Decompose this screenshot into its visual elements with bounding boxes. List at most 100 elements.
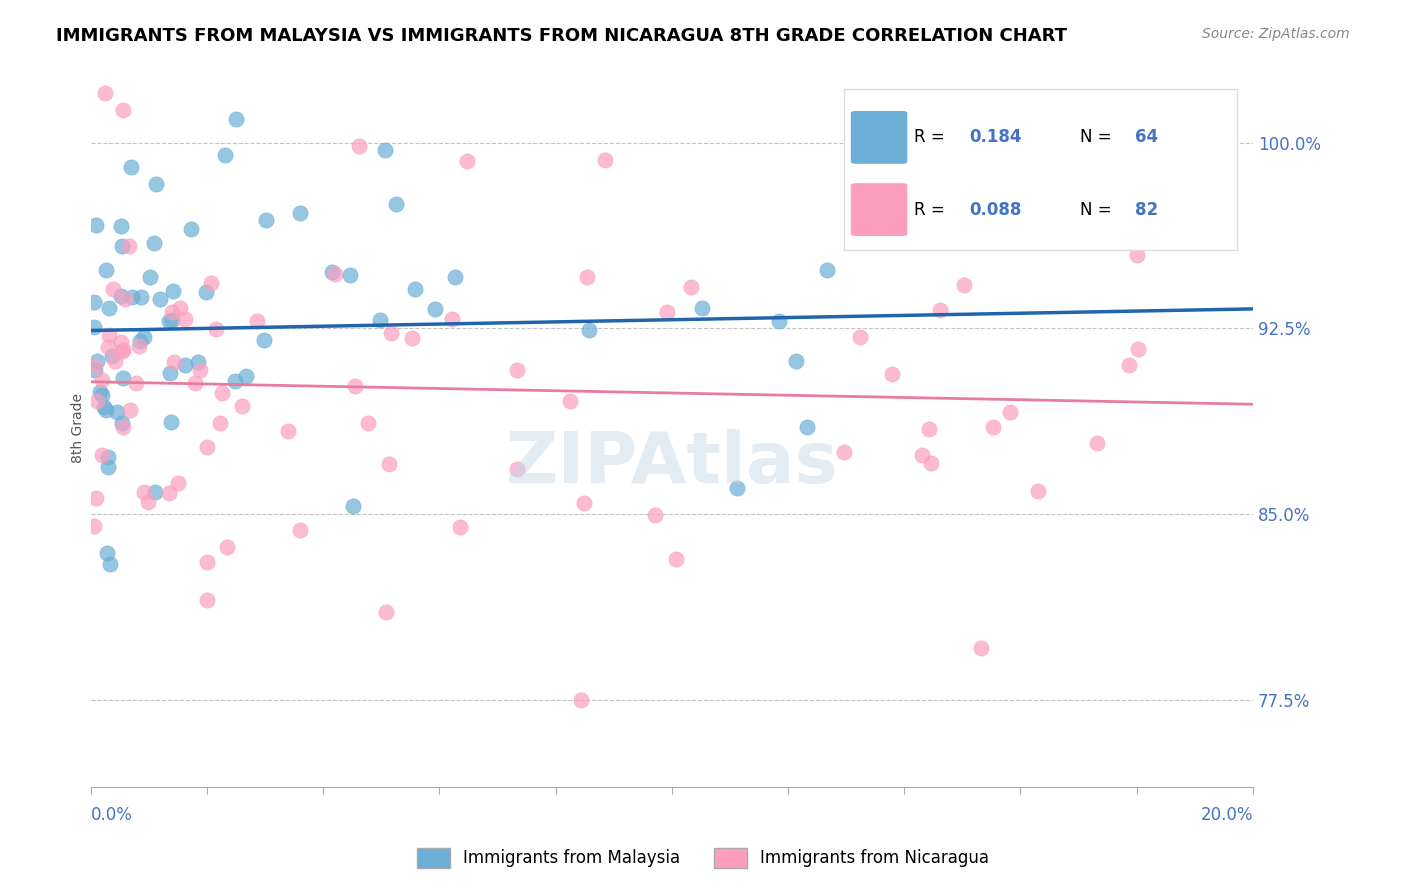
Point <box>180 222 202 236</box>
Point <box>98 557 121 571</box>
Point <box>378 457 401 471</box>
Point <box>160 415 183 429</box>
Point <box>290 524 312 538</box>
Point <box>120 160 142 174</box>
Point <box>235 368 257 383</box>
Point <box>91 387 114 401</box>
Point <box>111 103 134 117</box>
Point <box>725 481 748 495</box>
Point <box>128 339 150 353</box>
Point <box>217 540 239 554</box>
Point <box>506 461 529 475</box>
Point <box>183 376 205 391</box>
Point <box>785 354 807 368</box>
Point <box>347 139 370 153</box>
Point <box>882 368 904 382</box>
Point <box>97 301 120 315</box>
Point <box>924 181 946 195</box>
Point <box>209 416 232 430</box>
Point <box>118 403 141 417</box>
Y-axis label: 8th Grade: 8th Grade <box>72 392 86 463</box>
Point <box>129 334 152 349</box>
Point <box>174 311 197 326</box>
FancyBboxPatch shape <box>852 112 907 163</box>
Point <box>97 340 120 354</box>
Point <box>423 302 446 317</box>
Point <box>370 312 392 326</box>
Point <box>385 196 408 211</box>
Point <box>401 331 423 345</box>
Point <box>197 441 219 455</box>
Point <box>288 206 311 220</box>
Point <box>214 148 236 162</box>
Point <box>157 485 180 500</box>
Point <box>374 143 396 157</box>
Point <box>211 385 233 400</box>
FancyBboxPatch shape <box>852 184 907 235</box>
Point <box>920 456 942 470</box>
Point <box>149 293 172 307</box>
Point <box>163 355 186 369</box>
Point <box>380 326 402 340</box>
Text: R =: R = <box>914 201 950 219</box>
Point <box>1085 436 1108 450</box>
Text: R =: R = <box>914 128 950 146</box>
Point <box>578 323 600 337</box>
Point <box>100 349 122 363</box>
Point <box>139 269 162 284</box>
Point <box>572 496 595 510</box>
Point <box>111 239 134 253</box>
Point <box>94 87 117 101</box>
Point <box>98 328 121 343</box>
Point <box>169 301 191 316</box>
Point <box>569 693 592 707</box>
Text: ZIPAtlas: ZIPAtlas <box>506 429 838 498</box>
Text: IMMIGRANTS FROM MALAYSIA VS IMMIGRANTS FROM NICARAGUA 8TH GRADE CORRELATION CHAR: IMMIGRANTS FROM MALAYSIA VS IMMIGRANTS F… <box>56 27 1067 45</box>
Point <box>342 500 364 514</box>
Point <box>911 448 934 462</box>
Point <box>94 263 117 277</box>
Point <box>187 355 209 369</box>
Point <box>768 314 790 328</box>
Point <box>132 485 155 500</box>
Point <box>205 322 228 336</box>
Point <box>953 278 976 293</box>
Point <box>157 314 180 328</box>
Text: 0.184: 0.184 <box>970 128 1022 146</box>
Point <box>174 358 197 372</box>
Point <box>1128 342 1150 356</box>
Point <box>357 416 380 430</box>
Point <box>575 270 598 285</box>
Point <box>224 374 246 388</box>
Point <box>339 268 361 283</box>
Point <box>195 593 218 607</box>
Point <box>692 301 714 315</box>
Point <box>374 605 396 619</box>
Point <box>93 400 115 414</box>
Point <box>118 238 141 252</box>
Point <box>277 424 299 438</box>
Point <box>815 263 838 277</box>
Text: Source: ZipAtlas.com: Source: ZipAtlas.com <box>1202 27 1350 41</box>
Point <box>114 293 136 307</box>
Point <box>84 218 107 232</box>
Point <box>94 403 117 417</box>
Point <box>1126 248 1149 262</box>
Text: 0.088: 0.088 <box>970 201 1022 219</box>
Point <box>84 363 107 377</box>
Point <box>101 282 124 296</box>
Point <box>664 551 686 566</box>
Point <box>105 405 128 419</box>
Point <box>112 370 135 384</box>
Point <box>194 285 217 299</box>
Point <box>162 313 184 327</box>
Point <box>404 282 426 296</box>
Point <box>83 320 105 334</box>
Point <box>110 289 132 303</box>
Point <box>1028 483 1050 498</box>
Point <box>195 555 218 569</box>
Text: N =: N = <box>1080 128 1116 146</box>
Point <box>323 267 346 281</box>
Point <box>111 416 134 430</box>
Text: 82: 82 <box>1135 201 1159 219</box>
